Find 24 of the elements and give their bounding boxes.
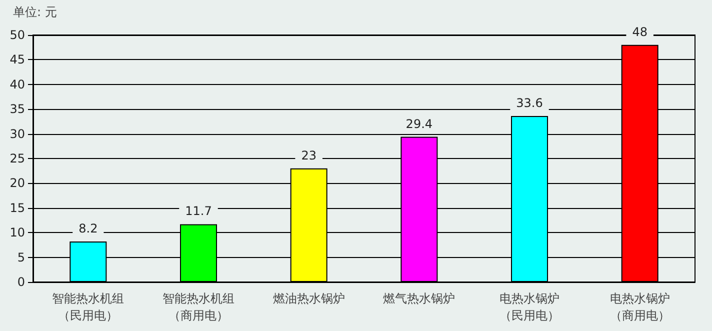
x-tick-label: 智能热水机组（民用电）: [52, 292, 124, 322]
x-tick-label: 智能热水机组（商用电）: [162, 292, 234, 322]
y-tick-label: 40: [10, 77, 25, 92]
x-tick-label: 电热水锅炉（民用电）: [500, 292, 560, 322]
data-label: 33.6: [516, 96, 543, 110]
y-tick-label: 45: [10, 52, 25, 67]
data-label: 8.2: [78, 221, 98, 236]
y-axis-title: 单位: 元: [13, 5, 57, 19]
x-tick-label: 燃油热水锅炉: [272, 292, 345, 306]
data-label: 11.7: [185, 204, 212, 218]
y-tick-label: 25: [10, 152, 25, 166]
x-tick-label: 电热水锅炉（商用电）: [610, 292, 670, 322]
data-label: 48: [632, 24, 648, 39]
data-label: 29.4: [406, 116, 433, 131]
y-tick-label: 30: [10, 126, 25, 141]
y-tick-label: 50: [10, 28, 25, 42]
y-tick-label: 5: [17, 250, 25, 264]
y-tick-label: 20: [10, 176, 25, 190]
y-tick-label: 0: [17, 275, 25, 289]
y-tick-label: 10: [10, 226, 25, 240]
y-tick-label: 35: [10, 102, 25, 116]
y-tick-label: 15: [10, 200, 25, 215]
data-label: 23: [301, 148, 316, 162]
x-tick-label: 燃气热水锅炉: [383, 292, 456, 306]
